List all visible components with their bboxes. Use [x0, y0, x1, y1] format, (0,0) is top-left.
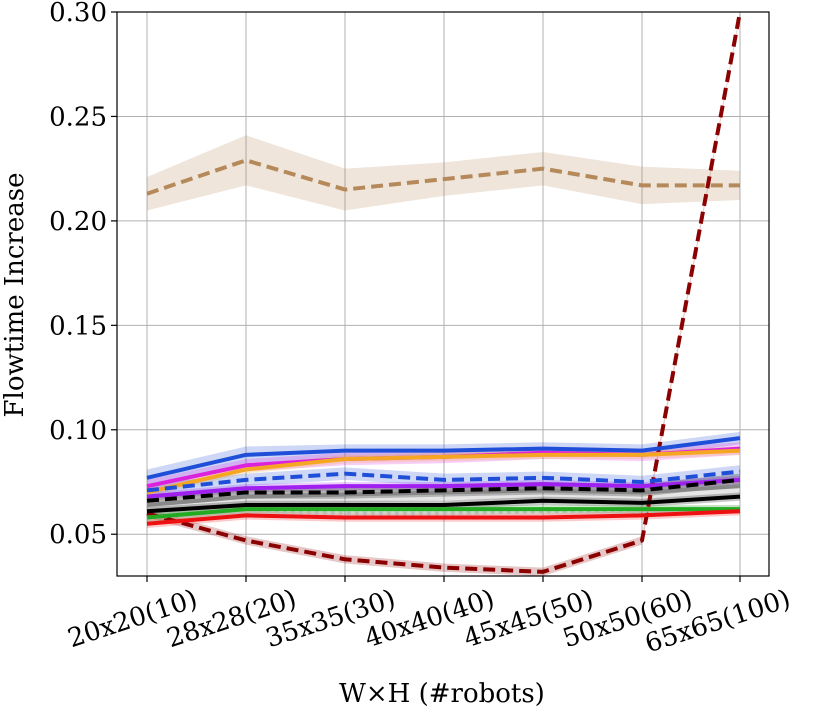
- y-tick-label: 0.20: [49, 207, 107, 237]
- x-axis-ticks: 20x20(10)28x28(20)35x35(30)40x40(40)45x4…: [64, 576, 794, 659]
- y-tick-label: 0.10: [49, 416, 107, 446]
- y-axis-ticks: 0.05 0.10 0.15 0.20 0.25 0.30: [49, 0, 117, 550]
- series-band: [147, 135, 740, 211]
- y-tick-label: 0.05: [49, 520, 107, 550]
- y-tick-label: 0.25: [49, 102, 107, 132]
- series-line: [146, 11, 742, 574]
- series-line: [146, 469, 741, 493]
- y-axis-title: Flowtime Increase: [0, 173, 30, 418]
- plot-frame: [116, 11, 770, 577]
- y-tick-label: 0.15: [49, 311, 107, 341]
- series-line: [146, 477, 741, 499]
- series-line: [146, 158, 740, 196]
- series-line: [146, 507, 741, 520]
- series-line: [146, 477, 741, 503]
- series-line: [146, 436, 741, 480]
- series-line: [146, 448, 741, 495]
- y-tick-label: 0.30: [49, 0, 107, 28]
- series-band: [147, 431, 740, 487]
- series-line: [146, 484, 741, 507]
- x-axis-title: W×H (#robots): [339, 679, 545, 709]
- series-line: [146, 507, 740, 520]
- series-line: [146, 494, 741, 514]
- series-lines: [146, 11, 742, 574]
- series-band: [147, 446, 740, 497]
- series-band: [147, 475, 740, 501]
- series-line: [146, 509, 741, 526]
